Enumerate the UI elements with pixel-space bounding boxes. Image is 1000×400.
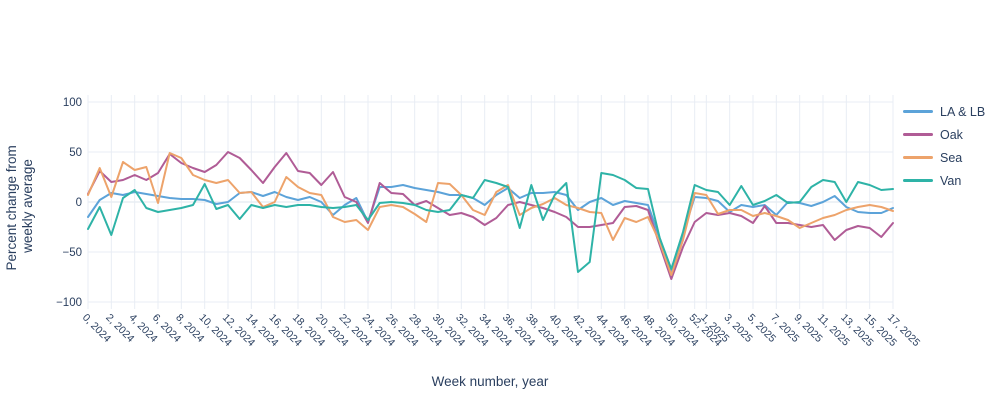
legend-item-oak[interactable]: Oak xyxy=(903,123,985,146)
legend-line-oak xyxy=(903,133,933,136)
legend: LA & LB Oak Sea Van xyxy=(903,100,985,192)
y-tick-label: 0 xyxy=(76,197,82,209)
series-line-van[interactable] xyxy=(87,172,894,273)
series-line-la-lb[interactable] xyxy=(87,184,894,274)
y-tick-label: −100 xyxy=(56,297,82,309)
legend-line-la-lb xyxy=(903,110,933,113)
y-axis-title: Percent change from weekly average xyxy=(4,141,35,270)
series-line-sea[interactable] xyxy=(87,152,894,276)
x-axis-title: Week number, year xyxy=(432,374,549,389)
legend-label-sea: Sea xyxy=(940,150,963,165)
y-tick-label: −50 xyxy=(62,247,82,259)
legend-line-sea xyxy=(903,156,933,159)
y-tick-label: 100 xyxy=(63,97,82,109)
legend-line-van xyxy=(903,179,933,182)
y-axis-title-line1: Percent change from xyxy=(4,145,19,270)
y-tick-label: 50 xyxy=(69,147,82,159)
legend-item-sea[interactable]: Sea xyxy=(903,146,985,169)
legend-item-la-lb[interactable]: LA & LB xyxy=(903,100,985,123)
legend-label-oak: Oak xyxy=(940,127,963,142)
y-axis-title-line2: weekly average xyxy=(20,159,35,254)
legend-item-van[interactable]: Van xyxy=(903,169,985,192)
legend-label-van: Van xyxy=(940,173,962,188)
legend-label-la-lb: LA & LB xyxy=(940,104,986,119)
